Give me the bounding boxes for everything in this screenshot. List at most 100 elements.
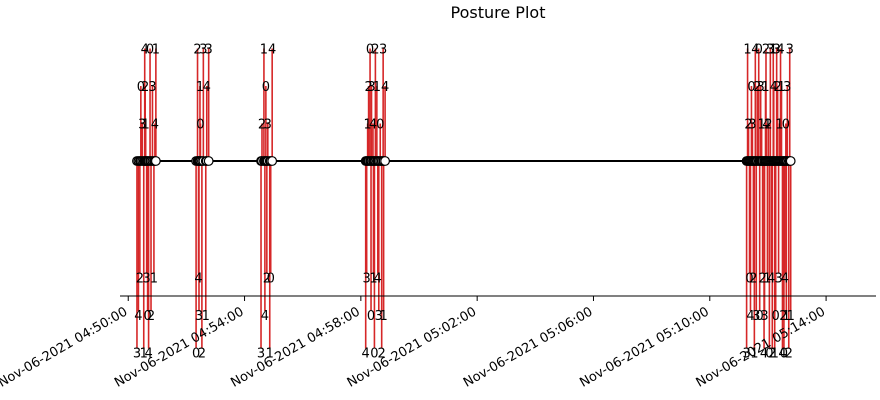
event-marker — [150, 156, 161, 166]
event-label: 2 — [753, 80, 761, 95]
event-label: 1 — [757, 118, 765, 133]
event-label: 4 — [776, 43, 784, 58]
event-label: 1 — [140, 347, 148, 362]
event-label: 1 — [763, 272, 771, 287]
event-label: 1 — [379, 309, 387, 324]
event-label: 1 — [743, 43, 751, 58]
event-label: 2 — [263, 272, 271, 287]
event-label: 1 — [266, 347, 274, 362]
event-marker — [203, 156, 214, 166]
event-label: 2 — [768, 347, 776, 362]
event-label: 0 — [367, 309, 375, 324]
event-label: 4 — [762, 118, 770, 133]
event-label: 2 — [779, 309, 787, 324]
event-label: 4 — [770, 80, 778, 95]
event-label: 1 — [152, 43, 160, 58]
event-label: 2 — [198, 347, 206, 362]
event-label: 2 — [258, 118, 266, 133]
event-label: 4 — [751, 43, 759, 58]
x-tick-label: Nov-06-2021 04:50:00 — [0, 304, 130, 390]
event-label: 3 — [199, 43, 207, 58]
event-label: 1 — [777, 80, 785, 95]
event-label: 3 — [143, 272, 151, 287]
event-marker — [380, 156, 390, 166]
event-label: 3 — [363, 272, 371, 287]
event-label: 0 — [370, 347, 378, 362]
event-label: 0 — [192, 347, 200, 362]
event-label: 1 — [775, 118, 783, 133]
event-label: 2 — [762, 43, 770, 58]
x-tick-label: Nov-06-2021 05:06:00 — [461, 304, 595, 390]
event-label: 4 — [778, 347, 786, 362]
event-marker — [267, 156, 278, 166]
event-label: 2 — [193, 43, 201, 58]
event-label: 4 — [144, 347, 152, 362]
event-label: 3 — [205, 43, 213, 58]
event-label: 1 — [771, 347, 779, 362]
event-label: 4 — [381, 80, 389, 95]
event-label: 0 — [143, 309, 151, 324]
event-label: 1 — [750, 347, 758, 362]
event-label: 1 — [142, 118, 150, 133]
event-labels-layer: 3420314213040231410243102314332140231044… — [133, 43, 795, 362]
event-label: 3 — [748, 118, 756, 133]
event-label: 1 — [761, 80, 769, 95]
event-label: 4 — [374, 272, 382, 287]
event-label: 4 — [141, 43, 149, 58]
x-tick-label: Nov-06-2021 04:58:00 — [228, 304, 362, 390]
event-label: 3 — [367, 80, 375, 95]
event-label: 3 — [257, 347, 265, 362]
event-label: 4 — [362, 347, 370, 362]
event-label: 3 — [766, 43, 774, 58]
event-label: 3 — [742, 347, 750, 362]
event-label: 2 — [141, 80, 149, 95]
event-label: 4 — [134, 309, 142, 324]
event-label: 0 — [196, 118, 204, 133]
event-label: 2 — [758, 272, 766, 287]
event-label: 0 — [756, 309, 764, 324]
event-label: 0 — [782, 118, 790, 133]
event-label: 0 — [772, 309, 780, 324]
event-label: 2 — [364, 80, 372, 95]
event-label: 2 — [371, 43, 379, 58]
event-label: 3 — [774, 272, 782, 287]
event-label: 1 — [260, 43, 268, 58]
event-label: 4 — [781, 272, 789, 287]
event-label: 0 — [745, 272, 753, 287]
event-label: 1 — [202, 309, 210, 324]
event-label: 3 — [760, 309, 768, 324]
event-label: 0 — [146, 43, 154, 58]
event-label: 3 — [757, 80, 765, 95]
event-label: 0 — [137, 80, 145, 95]
event-label: 0 — [366, 43, 374, 58]
event-label: 0 — [376, 118, 384, 133]
event-label: 1 — [787, 309, 795, 324]
event-label: 3 — [264, 118, 272, 133]
event-label: 4 — [767, 272, 775, 287]
event-label: 1 — [196, 80, 204, 95]
event-label: 4 — [746, 309, 754, 324]
event-label: 0 — [262, 80, 270, 95]
event-label: 2 — [136, 272, 144, 287]
event-label: 2 — [749, 272, 757, 287]
event-label: 4 — [369, 118, 377, 133]
event-label: 0 — [755, 43, 763, 58]
markers-layer — [132, 156, 796, 166]
event-label: 4 — [194, 272, 202, 287]
event-label: 3 — [195, 309, 203, 324]
event-label: 2 — [764, 118, 772, 133]
event-label: 2 — [378, 347, 386, 362]
stems-layer — [136, 48, 792, 349]
event-label: 0 — [765, 347, 773, 362]
chart-title: Posture Plot — [451, 3, 546, 22]
event-label: 4 — [261, 309, 269, 324]
event-marker — [785, 156, 796, 166]
event-label: 2 — [785, 347, 793, 362]
event-label: 4 — [203, 80, 211, 95]
event-label: 1 — [369, 272, 377, 287]
event-label: 3 — [379, 43, 387, 58]
event-label: 3 — [148, 80, 156, 95]
x-tick-label: Nov-06-2021 05:10:00 — [577, 304, 711, 390]
